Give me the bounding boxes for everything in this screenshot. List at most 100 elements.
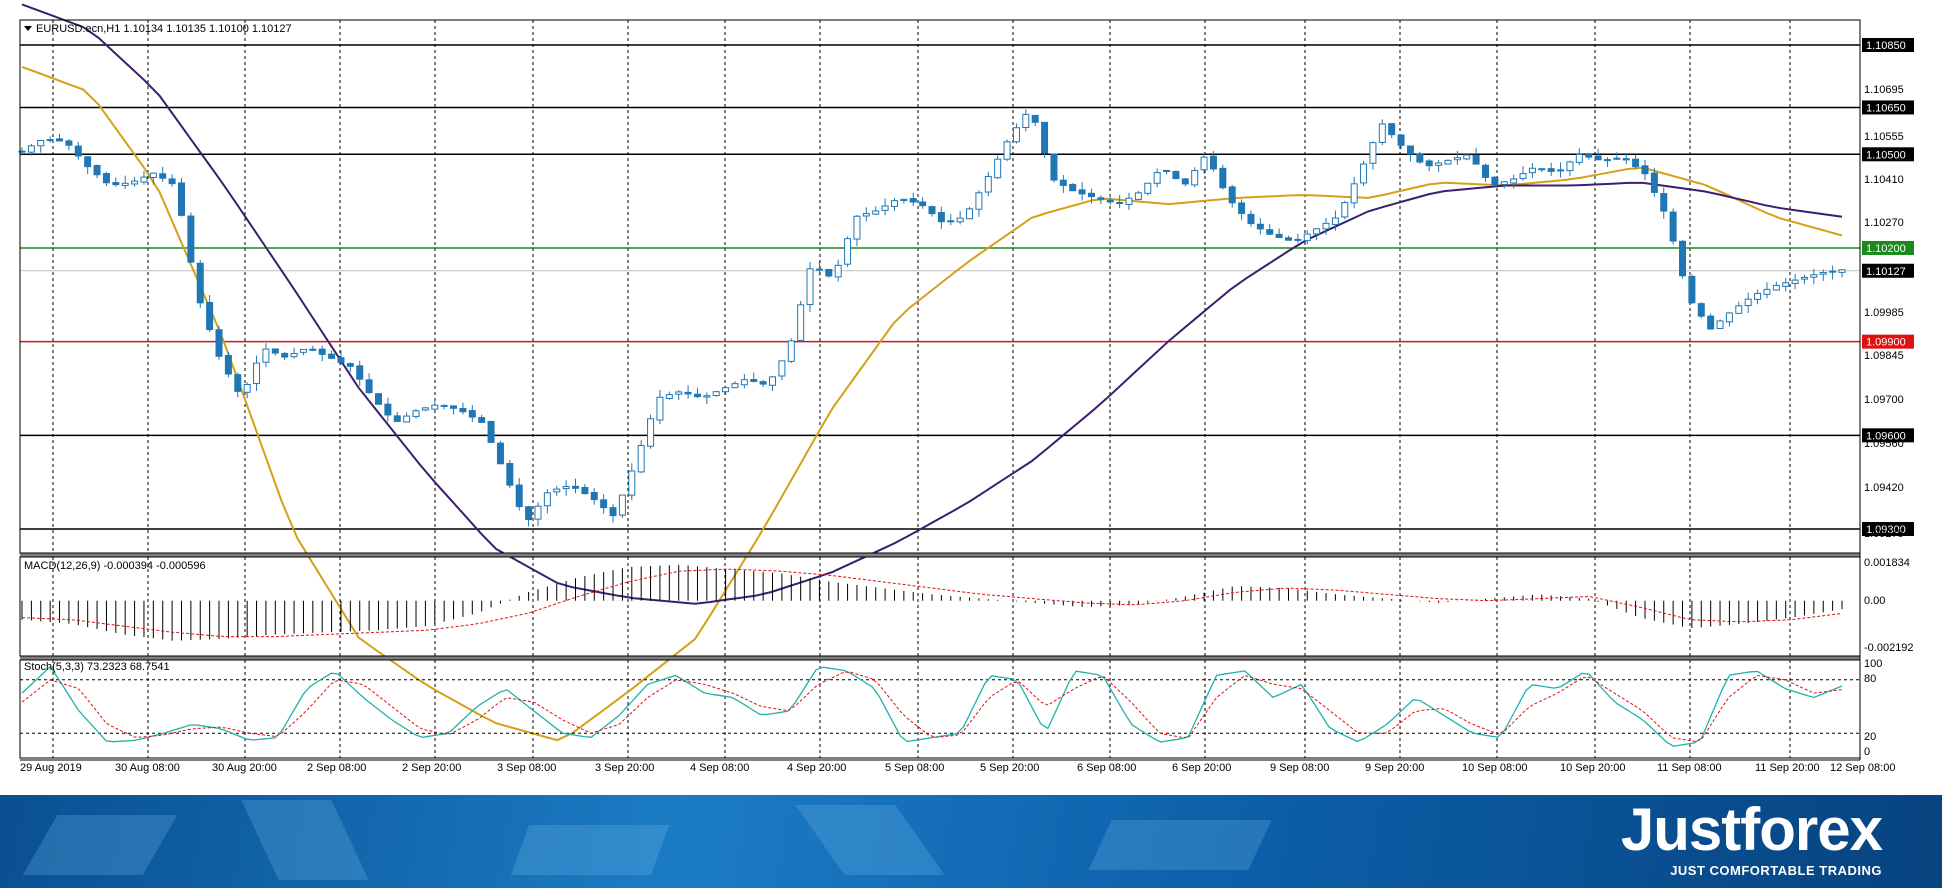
candle-body <box>27 145 35 153</box>
candle <box>84 156 92 174</box>
candle-body <box>975 192 983 210</box>
y-tick-label: 1.09560 <box>1864 438 1904 450</box>
candle <box>1200 153 1208 174</box>
candle-body <box>1388 123 1396 136</box>
candle <box>572 478 580 494</box>
candle <box>131 176 139 187</box>
candle-body <box>1341 202 1349 218</box>
candle-body <box>506 463 514 486</box>
candle-body <box>487 420 495 443</box>
candle-body <box>1200 156 1208 171</box>
candle-body <box>1510 178 1518 184</box>
candle-body <box>1406 145 1414 155</box>
candle-body <box>374 393 382 405</box>
candle <box>1679 240 1687 279</box>
candle <box>1294 233 1302 243</box>
candle <box>1397 134 1405 150</box>
candle <box>1744 292 1752 314</box>
candle-body <box>844 238 852 265</box>
candle <box>1463 154 1471 161</box>
x-tick-label: 12 Sep 08:00 <box>1830 762 1895 774</box>
candle <box>1022 109 1030 132</box>
candle <box>628 463 636 501</box>
candle <box>1388 122 1396 139</box>
candle <box>1069 183 1077 192</box>
candle-body <box>393 415 401 422</box>
candle <box>290 347 298 359</box>
x-tick-label: 4 Sep 20:00 <box>787 762 846 774</box>
candle <box>1144 182 1152 196</box>
candle-body <box>1219 167 1227 189</box>
candle-body <box>684 391 692 395</box>
candle-body <box>872 210 880 215</box>
candle <box>665 391 673 400</box>
candle <box>1641 159 1649 181</box>
candle-body <box>628 470 636 496</box>
candle-body <box>881 205 889 211</box>
candle-body <box>1669 211 1677 242</box>
candle-body <box>1284 237 1292 241</box>
candle-body <box>1735 305 1743 314</box>
candle-body <box>750 379 758 382</box>
candle-body <box>1425 160 1433 167</box>
candle-body <box>459 407 467 413</box>
candle <box>1416 151 1424 164</box>
candle <box>1716 319 1724 330</box>
candle <box>1782 277 1790 292</box>
candle-body <box>1819 271 1827 275</box>
candle-body <box>84 156 92 168</box>
candle <box>543 489 551 514</box>
candle <box>1050 153 1058 183</box>
candle <box>1322 217 1330 235</box>
candle <box>356 360 364 386</box>
candle <box>1435 159 1443 172</box>
candle <box>966 206 974 220</box>
price-level-tag <box>1862 522 1914 536</box>
candle <box>65 139 73 151</box>
candle-body <box>262 348 270 363</box>
candle-body <box>515 484 523 508</box>
candle-body <box>253 362 261 385</box>
x-tick-label: 6 Sep 08:00 <box>1077 762 1136 774</box>
candle-body <box>1547 168 1555 172</box>
candle-body <box>224 354 232 375</box>
candle-body <box>1238 202 1246 214</box>
candle <box>1519 166 1527 181</box>
candle <box>675 390 683 400</box>
brand-logo: Justforex <box>1620 796 1883 863</box>
candle <box>1031 114 1039 127</box>
candle-body <box>299 348 307 353</box>
price-level-tag <box>1862 428 1914 443</box>
macd-y-tick-label: 0.00 <box>1864 595 1885 607</box>
candle <box>1669 208 1677 245</box>
candle <box>1181 178 1189 187</box>
candle <box>684 385 692 399</box>
candle <box>1500 181 1508 189</box>
candle <box>1247 210 1255 227</box>
candle <box>328 350 336 360</box>
candle-body <box>1331 217 1339 225</box>
candle-body <box>1763 288 1771 295</box>
candle <box>1800 274 1808 285</box>
candle-body <box>825 269 833 277</box>
candle <box>1331 210 1339 231</box>
x-tick-label: 30 Aug 08:00 <box>115 762 180 774</box>
candle <box>769 375 777 391</box>
candle <box>215 325 223 360</box>
x-tick-label: 30 Aug 20:00 <box>212 762 277 774</box>
candle-body <box>412 410 420 417</box>
candle-body <box>102 173 110 184</box>
candle <box>759 379 767 388</box>
candle-body <box>1707 315 1715 330</box>
candle <box>1650 167 1658 198</box>
candle <box>1810 268 1818 285</box>
candle-body <box>140 176 148 183</box>
candle <box>1209 150 1217 172</box>
candle <box>1547 162 1555 176</box>
candle-body <box>112 182 120 186</box>
candle-body <box>675 391 683 395</box>
price-level-label: 1.09600 <box>1866 430 1906 442</box>
candle-body <box>572 485 580 489</box>
candle-body <box>984 176 992 193</box>
collapse-arrow-icon[interactable] <box>24 26 32 31</box>
